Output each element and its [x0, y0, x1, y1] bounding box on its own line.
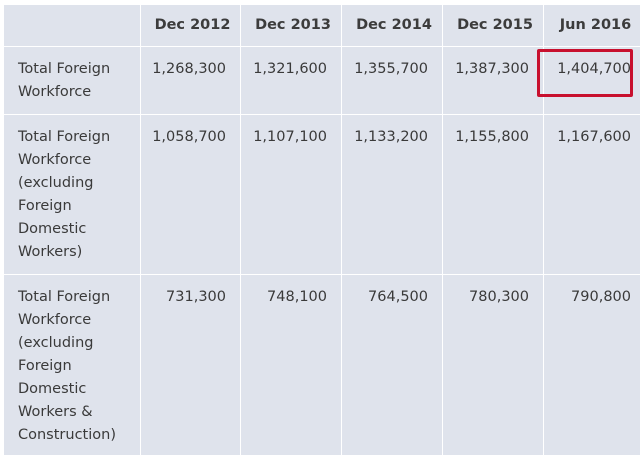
table-cell: 764,500 — [341, 274, 443, 455]
table-cell: 1,321,600 — [240, 46, 342, 115]
table-cell: 1,387,300 — [442, 46, 544, 115]
table-cell: 1,268,300 — [140, 46, 241, 115]
column-header-jun-2016: Jun 2016 — [543, 4, 640, 47]
table-cell: 1,133,200 — [341, 114, 443, 275]
table-cell: 1,355,700 — [341, 46, 443, 115]
row-label: Total Foreign Workforce (excluding Forei… — [3, 114, 141, 275]
corner-cell — [3, 4, 141, 47]
column-header-dec-2013: Dec 2013 — [240, 4, 342, 47]
table-cell: 748,100 — [240, 274, 342, 455]
table-cell: 731,300 — [140, 274, 241, 455]
table-row: Total Foreign Workforce (excluding Forei… — [3, 274, 640, 455]
foreign-workforce-table: Dec 2012 Dec 2013 Dec 2014 Dec 2015 Jun … — [3, 4, 640, 455]
header-row: Dec 2012 Dec 2013 Dec 2014 Dec 2015 Jun … — [3, 4, 640, 47]
row-label: Total Foreign Workforce (excluding Forei… — [3, 274, 141, 455]
table-row: Total Foreign Workforce 1,268,300 1,321,… — [3, 46, 640, 115]
table-cell: 1,058,700 — [140, 114, 241, 275]
column-header-dec-2015: Dec 2015 — [442, 4, 544, 47]
table-cell: 1,167,600 — [543, 114, 640, 275]
table-cell: 790,800 — [543, 274, 640, 455]
column-header-dec-2012: Dec 2012 — [140, 4, 241, 47]
row-label: Total Foreign Workforce — [3, 46, 141, 115]
table-cell: 780,300 — [442, 274, 544, 455]
table-cell-highlighted: 1,404,700 — [543, 46, 640, 115]
table-cell: 1,107,100 — [240, 114, 342, 275]
table-cell: 1,155,800 — [442, 114, 544, 275]
column-header-dec-2014: Dec 2014 — [341, 4, 443, 47]
table-row: Total Foreign Workforce (excluding Forei… — [3, 114, 640, 275]
